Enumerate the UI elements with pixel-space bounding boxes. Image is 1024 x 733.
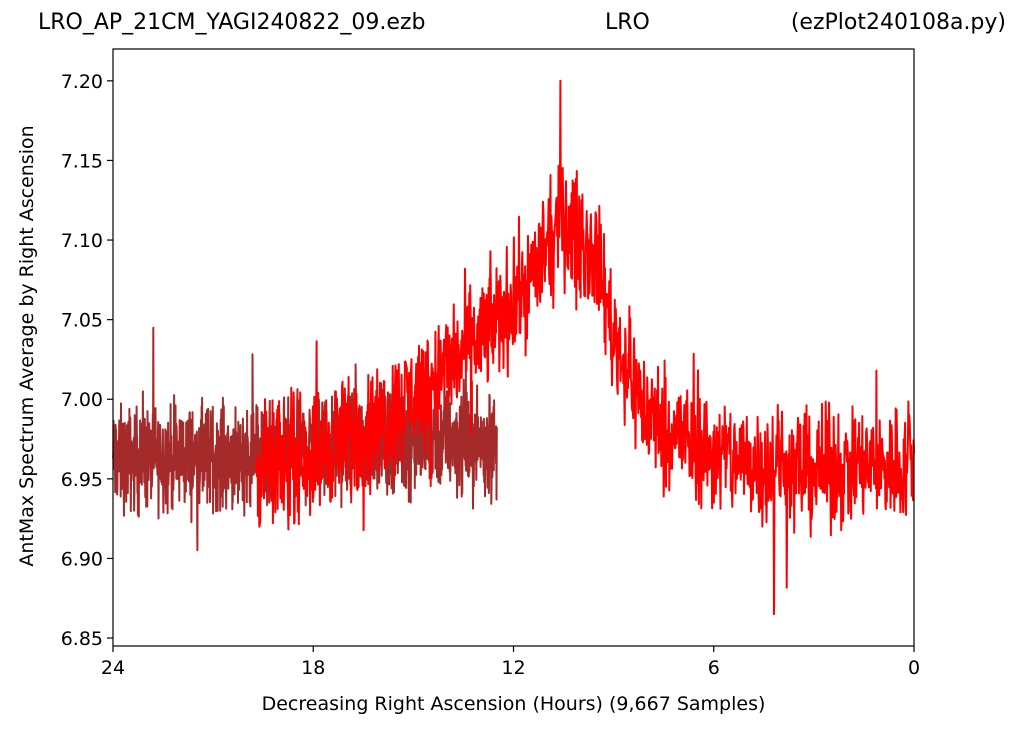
y-tick-label: 6.95 <box>61 469 103 491</box>
series-line-1 <box>255 79 915 616</box>
x-tick-label: 6 <box>708 657 720 679</box>
plot-frame <box>112 48 915 647</box>
x-tick-label: 0 <box>908 657 920 679</box>
y-tick-label: 6.90 <box>61 548 103 570</box>
y-axis-label: AntMax Spectrum Average by Right Ascensi… <box>16 125 38 567</box>
chart-title-file: LRO_AP_21CM_YAGI240822_09.ezb <box>38 10 426 35</box>
y-tick-label: 7.00 <box>61 389 103 411</box>
x-tick-label: 24 <box>101 657 125 679</box>
axes-layer: 24 18 12 6 0 6.85 6.90 6.95 7.00 7.05 7.10 7.15 7.20 <box>61 48 920 679</box>
x-axis-label: Decreasing Right Ascension (Hours) (9,66… <box>261 693 766 715</box>
x-tick-label: 12 <box>501 657 525 679</box>
x-tick-label: 18 <box>301 657 325 679</box>
y-tick-label: 6.85 <box>61 628 103 650</box>
y-tick-label: 7.10 <box>61 230 103 252</box>
series-layer <box>112 79 915 616</box>
chart-title-script: (ezPlot240108a.py) <box>790 10 1006 35</box>
y-tick-label: 7.15 <box>61 150 103 172</box>
chart-title-site: LRO <box>605 10 650 35</box>
y-tick-label: 7.20 <box>61 71 103 93</box>
y-tick-label: 7.05 <box>61 310 103 332</box>
